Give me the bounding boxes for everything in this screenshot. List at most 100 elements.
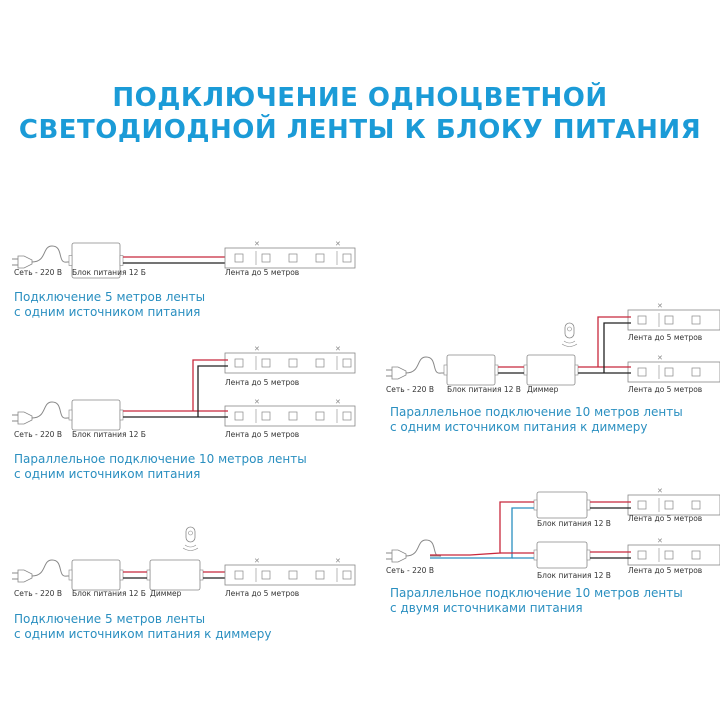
psu-label: Блок питания 12 Б xyxy=(72,268,146,277)
remote-body xyxy=(185,526,196,543)
power-supply xyxy=(68,399,124,431)
power-cable xyxy=(31,559,72,577)
power-supply xyxy=(68,559,124,591)
remote-button xyxy=(567,326,572,332)
strip-label: Лента до 5 метров xyxy=(628,514,703,523)
mains-label: Сеть - 220 В xyxy=(14,430,62,439)
power-supply-body xyxy=(71,399,121,431)
power-supply xyxy=(443,354,499,386)
dimmer-body xyxy=(526,354,576,386)
plug-body xyxy=(17,569,33,583)
cut-scissors-icon: ✕ xyxy=(254,557,260,565)
terminal xyxy=(523,364,528,376)
dimmer xyxy=(523,354,579,386)
power-cable xyxy=(405,539,442,557)
led-chip xyxy=(315,358,325,368)
led-chip xyxy=(664,550,674,560)
caption-line-1: Параллельное подключение 10 метров ленты xyxy=(14,452,307,466)
terminal xyxy=(586,549,591,561)
strip-body xyxy=(627,544,720,566)
terminal xyxy=(574,364,579,376)
terminal xyxy=(119,569,124,581)
power-cable xyxy=(31,245,72,263)
strip-body xyxy=(627,494,720,516)
led-chip xyxy=(234,570,244,580)
led-chip xyxy=(288,358,298,368)
led-chip xyxy=(664,315,674,325)
power-supply-bottom-body xyxy=(536,541,588,569)
dimmer xyxy=(146,559,204,591)
terminal xyxy=(68,255,73,266)
wire xyxy=(197,365,228,417)
terminal xyxy=(146,569,151,581)
led-chip xyxy=(288,411,298,421)
remote-body xyxy=(564,322,575,339)
power-cable xyxy=(405,356,447,374)
plug-body xyxy=(17,411,33,425)
caption-line-1: Подключение 5 метров ленты xyxy=(14,612,206,626)
plug-body xyxy=(17,255,33,269)
cut-scissors-icon: ✕ xyxy=(335,557,341,565)
led-strip: ✕ ✕ xyxy=(224,240,356,269)
signal-waves xyxy=(561,340,578,347)
signal-waves xyxy=(182,544,199,551)
terminal xyxy=(119,409,124,421)
mains-label: Сеть - 220 В xyxy=(14,589,62,598)
wire xyxy=(597,316,631,367)
power-plug-icon xyxy=(386,356,447,380)
dimmer-body xyxy=(149,559,201,591)
strip-label: Лента до 5 метров xyxy=(225,268,300,277)
led-chip xyxy=(691,315,701,325)
strip-label: Лента до 5 метров xyxy=(225,430,300,439)
led-strip-top: ✕ xyxy=(627,487,720,516)
strip-body xyxy=(627,309,720,331)
terminal xyxy=(68,409,73,421)
remote-control-icon xyxy=(182,526,199,551)
terminal xyxy=(199,569,204,581)
mains-label: Сеть - 220 В xyxy=(386,385,434,394)
cut-scissors-icon: ✕ xyxy=(335,398,341,406)
psu-label: Блок питания 12 Б xyxy=(72,430,146,439)
remote-button xyxy=(188,530,193,536)
terminal xyxy=(494,364,499,376)
terminal xyxy=(586,499,591,511)
caption-line-2: с одним источником питания к диммеру xyxy=(390,420,648,434)
led-chip xyxy=(315,253,325,263)
led-strip-bottom: ✕ xyxy=(627,354,720,383)
led-chip xyxy=(234,411,244,421)
terminal xyxy=(119,255,124,266)
cut-scissors-icon: ✕ xyxy=(657,537,663,545)
mains-label: Сеть - 220 В xyxy=(14,268,62,277)
led-chip xyxy=(288,253,298,263)
cut-scissors-icon: ✕ xyxy=(657,302,663,310)
strip-label: Лента до 5 метров xyxy=(628,385,703,394)
led-chip xyxy=(315,411,325,421)
led-chip xyxy=(261,411,271,421)
caption-line-2: с одним источником питания xyxy=(14,467,201,481)
power-plug-icon xyxy=(386,539,442,563)
led-chip xyxy=(637,367,647,377)
led-chip xyxy=(342,358,352,368)
led-chip xyxy=(637,500,647,510)
psu-label: Блок питания 12 В xyxy=(537,519,611,528)
cut-scissors-icon: ✕ xyxy=(657,354,663,362)
caption-line-2: с одним источником питания xyxy=(14,305,201,319)
strip-label: Лента до 5 метров xyxy=(225,589,300,598)
psu-label: Блок питания 12 В xyxy=(537,571,611,580)
led-strip-top: ✕ xyxy=(627,302,720,331)
caption-line-2: с двумя источниками питания xyxy=(390,601,583,615)
cut-scissors-icon: ✕ xyxy=(657,487,663,495)
mains-label: Сеть - 220 В xyxy=(386,566,434,575)
power-supply xyxy=(68,242,124,279)
led-chip xyxy=(691,500,701,510)
led-chip xyxy=(691,367,701,377)
wire xyxy=(430,501,534,556)
remote-control-icon xyxy=(561,322,578,347)
strip-body xyxy=(627,361,720,383)
led-chip xyxy=(664,500,674,510)
terminal xyxy=(533,549,538,561)
led-chip xyxy=(342,253,352,263)
terminal xyxy=(443,364,448,376)
cut-scissors-icon: ✕ xyxy=(335,345,341,353)
